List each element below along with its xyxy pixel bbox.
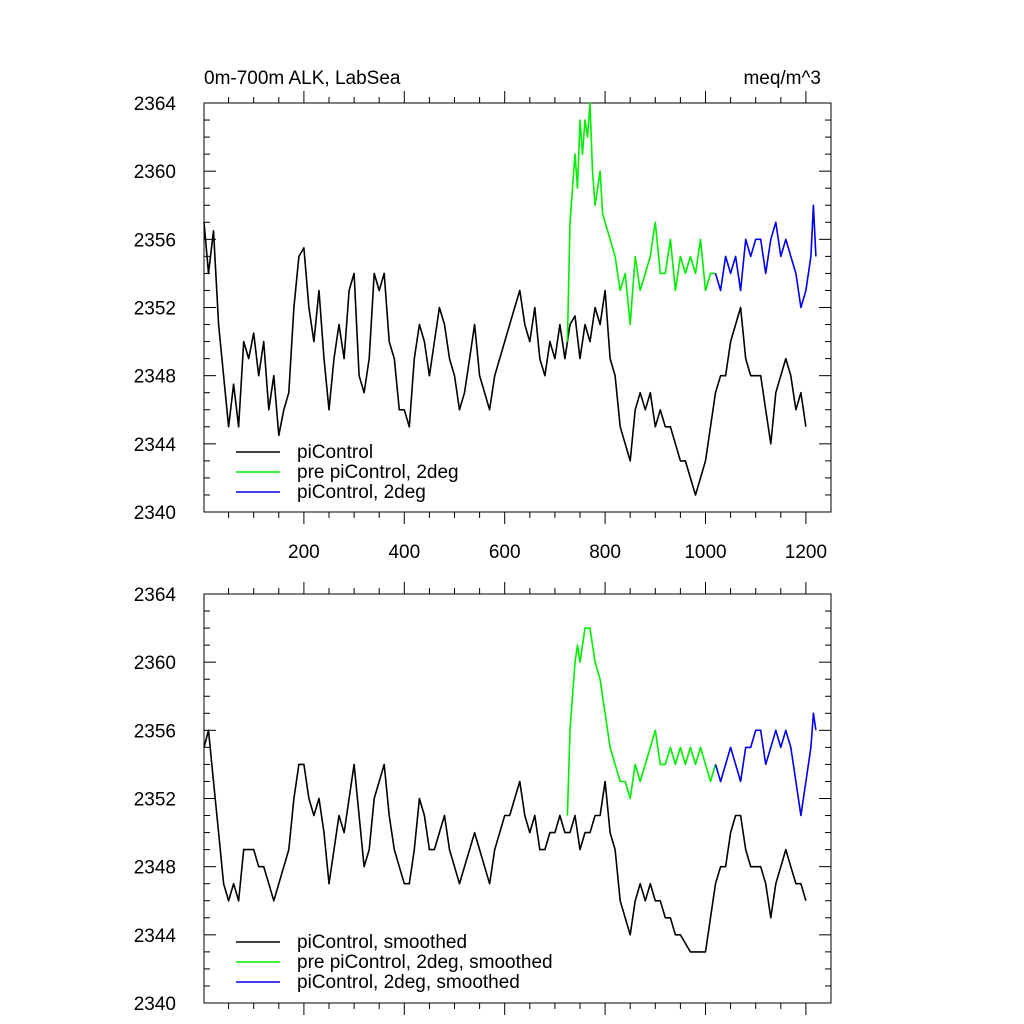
series-line-1 bbox=[566, 102, 716, 342]
y-tick-label: 2348 bbox=[134, 367, 176, 388]
y-tick-label: 2356 bbox=[134, 721, 176, 742]
top-panel: 0m-700m ALK, LabSea meq/m^3 2340 2344 2348… bbox=[134, 68, 832, 563]
bottom-ticks: 2340 2344 2348 2352 2356 2360 2364 bbox=[134, 582, 831, 1015]
legend-label: piControl bbox=[297, 442, 373, 463]
top-series bbox=[203, 102, 817, 496]
legend-label: piControl, 2deg, smoothed bbox=[297, 972, 520, 993]
y-tick-label: 2348 bbox=[134, 858, 176, 879]
x-tick-label: 400 bbox=[388, 542, 420, 563]
series-line-2 bbox=[714, 712, 817, 817]
y-tick-label: 2364 bbox=[134, 94, 177, 115]
top-title-right: meq/m^3 bbox=[743, 68, 821, 89]
x-tick-label: 1000 bbox=[684, 542, 726, 563]
series-line-2 bbox=[714, 204, 817, 309]
y-tick-label: 2340 bbox=[134, 503, 176, 524]
y-tick-label: 2356 bbox=[134, 230, 176, 251]
y-tick-label: 2344 bbox=[134, 926, 177, 947]
x-tick-label: 1200 bbox=[785, 542, 827, 563]
series-line-1 bbox=[566, 627, 717, 816]
x-tick-label: 800 bbox=[589, 542, 621, 563]
legend-label: piControl, 2deg bbox=[297, 482, 426, 503]
top-title-left: 0m-700m ALK, LabSea bbox=[204, 68, 401, 89]
y-tick-label: 2352 bbox=[134, 790, 176, 811]
y-tick-label: 2344 bbox=[134, 435, 177, 456]
y-tick-label: 2360 bbox=[134, 653, 176, 674]
top-ticks: 2340 2344 2348 2352 2356 2360 2364 200 400 600 800… bbox=[134, 91, 831, 563]
x-tick-label: 600 bbox=[489, 542, 521, 563]
y-tick-label: 2360 bbox=[134, 162, 176, 183]
series-line-0 bbox=[203, 729, 807, 953]
y-tick-label: 2352 bbox=[134, 299, 176, 320]
bottom-series bbox=[203, 627, 817, 953]
legend-label: pre piControl, 2deg, smoothed bbox=[297, 952, 553, 973]
legend-label: pre piControl, 2deg bbox=[297, 462, 459, 483]
y-tick-label: 2340 bbox=[134, 994, 176, 1015]
y-tick-label: 2364 bbox=[134, 585, 177, 606]
bottom-panel: 2340 2344 2348 2352 2356 2360 2364 piControl, … bbox=[134, 582, 832, 1015]
legend-label: piControl, smoothed bbox=[297, 932, 467, 953]
x-tick-label: 200 bbox=[288, 542, 320, 563]
series-line-0 bbox=[203, 222, 807, 496]
